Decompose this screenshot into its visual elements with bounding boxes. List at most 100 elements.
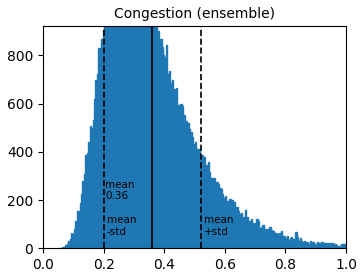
- Bar: [239, 214, 241, 248]
- Bar: [196, 149, 198, 248]
- Bar: [117, 0, 118, 248]
- Bar: [180, 104, 182, 248]
- Bar: [341, 244, 343, 248]
- Bar: [304, 241, 305, 248]
- Bar: [169, 71, 170, 248]
- Bar: [157, 31, 159, 248]
- Bar: [305, 242, 307, 248]
- Bar: [330, 244, 331, 248]
- Bar: [71, 233, 72, 248]
- Bar: [128, 0, 130, 248]
- Bar: [134, 0, 136, 248]
- Bar: [331, 243, 333, 248]
- Bar: [142, 0, 143, 248]
- Bar: [199, 149, 200, 248]
- Bar: [275, 233, 277, 248]
- Bar: [244, 218, 245, 248]
- Bar: [209, 172, 210, 248]
- Bar: [215, 182, 216, 248]
- Bar: [246, 217, 248, 248]
- Bar: [83, 181, 84, 248]
- Bar: [241, 213, 242, 248]
- Bar: [321, 242, 323, 248]
- Bar: [272, 232, 274, 248]
- Bar: [84, 174, 85, 248]
- Bar: [98, 48, 100, 248]
- Bar: [252, 223, 254, 248]
- Bar: [210, 178, 212, 248]
- Bar: [314, 244, 316, 248]
- Bar: [120, 0, 121, 248]
- Bar: [139, 0, 140, 248]
- Bar: [103, 30, 104, 248]
- Bar: [213, 178, 215, 248]
- Title: Congestion (ensemble): Congestion (ensemble): [114, 7, 275, 21]
- Bar: [280, 233, 281, 248]
- Bar: [88, 142, 90, 248]
- Bar: [226, 201, 228, 248]
- Bar: [190, 132, 192, 248]
- Bar: [292, 239, 294, 248]
- Bar: [225, 196, 226, 248]
- Bar: [313, 242, 314, 248]
- Bar: [153, 19, 154, 248]
- Bar: [249, 221, 251, 248]
- Bar: [198, 155, 199, 248]
- Bar: [127, 0, 128, 248]
- Bar: [269, 227, 271, 248]
- Bar: [162, 47, 163, 248]
- Bar: [193, 144, 195, 248]
- Bar: [144, 0, 146, 248]
- Bar: [137, 0, 139, 248]
- Bar: [146, 0, 147, 248]
- Bar: [156, 26, 157, 248]
- Bar: [288, 240, 289, 248]
- Bar: [300, 238, 301, 248]
- Bar: [108, 0, 110, 248]
- Bar: [325, 242, 327, 248]
- Bar: [233, 202, 235, 248]
- Bar: [307, 242, 308, 248]
- Bar: [100, 53, 101, 248]
- Bar: [219, 188, 221, 248]
- Bar: [223, 198, 225, 248]
- Bar: [80, 203, 81, 248]
- Bar: [186, 121, 187, 248]
- Bar: [340, 246, 341, 248]
- Bar: [271, 230, 272, 248]
- Bar: [229, 199, 230, 248]
- Bar: [64, 247, 65, 248]
- Bar: [212, 184, 213, 248]
- Bar: [242, 217, 244, 248]
- Bar: [310, 241, 311, 248]
- Bar: [85, 155, 87, 248]
- Bar: [195, 142, 196, 248]
- Bar: [104, 21, 106, 248]
- Bar: [203, 157, 205, 248]
- Bar: [277, 234, 278, 248]
- Bar: [65, 245, 67, 248]
- Bar: [140, 0, 142, 248]
- Bar: [92, 120, 94, 248]
- Bar: [344, 244, 346, 248]
- Bar: [311, 242, 313, 248]
- Bar: [248, 221, 249, 248]
- Bar: [327, 244, 328, 248]
- Bar: [287, 236, 288, 248]
- Bar: [254, 227, 255, 248]
- Text: mean
-std: mean -std: [107, 215, 136, 237]
- Bar: [123, 0, 124, 248]
- Bar: [297, 237, 298, 248]
- Bar: [166, 45, 167, 248]
- Bar: [324, 243, 325, 248]
- Bar: [236, 207, 238, 248]
- Bar: [189, 129, 190, 248]
- Bar: [230, 205, 232, 248]
- Bar: [187, 123, 189, 248]
- Bar: [317, 242, 318, 248]
- Bar: [295, 232, 297, 248]
- Bar: [74, 229, 75, 248]
- Bar: [258, 221, 259, 248]
- Bar: [337, 247, 339, 248]
- Bar: [302, 242, 304, 248]
